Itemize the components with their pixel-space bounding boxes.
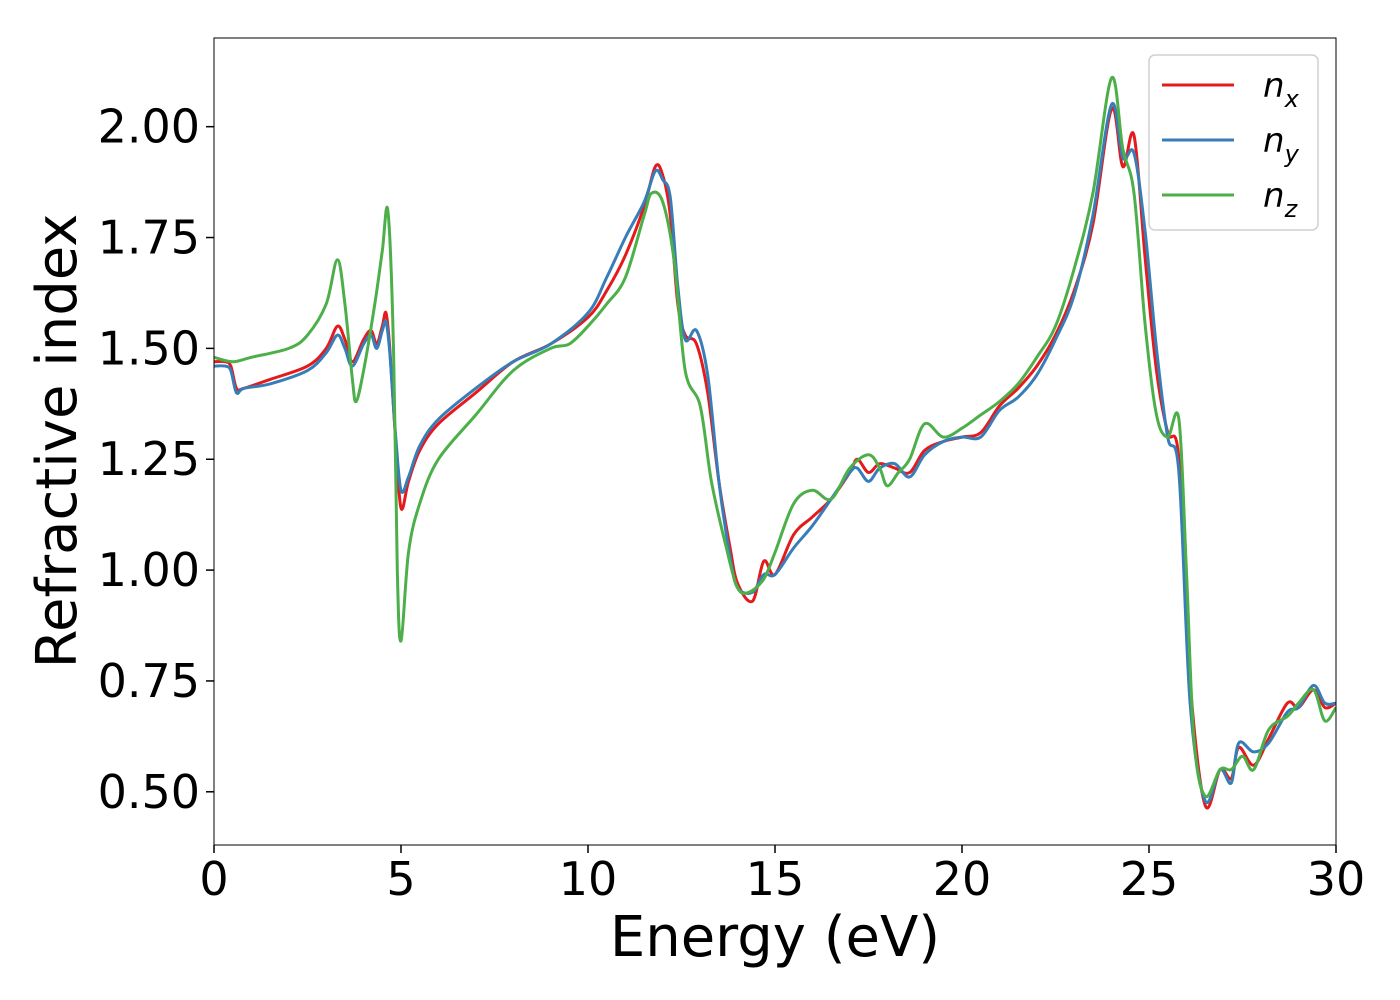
legend-label: ny — [1263, 121, 1300, 168]
x-axis-title: Energy (eV) — [610, 905, 940, 970]
legend-box — [1148, 54, 1319, 231]
x-tick-label: 5 — [386, 852, 415, 906]
legend-entry-nz: nz — [1162, 176, 1299, 223]
series-line-nz — [214, 76, 1336, 799]
y-tick-label: 1.25 — [98, 432, 200, 486]
y-tick-label: 1.75 — [98, 211, 200, 265]
x-axis: 0 5 10 15 20 25 30 — [199, 845, 1365, 906]
y-tick-label: 2.00 — [98, 100, 200, 154]
x-tick-label: 20 — [933, 852, 992, 906]
x-tick-label: 30 — [1307, 852, 1366, 906]
y-tick-label: 0.50 — [98, 765, 200, 819]
x-tick-label: 25 — [1120, 852, 1179, 906]
x-tick-label: 15 — [746, 852, 805, 906]
legend-label: nz — [1263, 176, 1299, 223]
legend: nx ny nz — [1148, 54, 1319, 231]
y-tick-label: 0.75 — [98, 654, 200, 708]
plot-lines — [214, 76, 1336, 810]
y-axis-title: Refractive index — [25, 214, 90, 669]
x-tick-label: 0 — [199, 852, 228, 906]
legend-entry-ny: ny — [1162, 121, 1300, 168]
x-tick-label: 10 — [559, 852, 618, 906]
legend-entry-nx: nx — [1162, 66, 1300, 113]
y-tick-label: 1.50 — [98, 321, 200, 375]
y-tick-label: 1.00 — [98, 543, 200, 597]
y-axis: 0.50 0.75 1.00 1.25 1.50 1.75 2.00 — [98, 100, 214, 819]
legend-label: nx — [1263, 66, 1300, 113]
